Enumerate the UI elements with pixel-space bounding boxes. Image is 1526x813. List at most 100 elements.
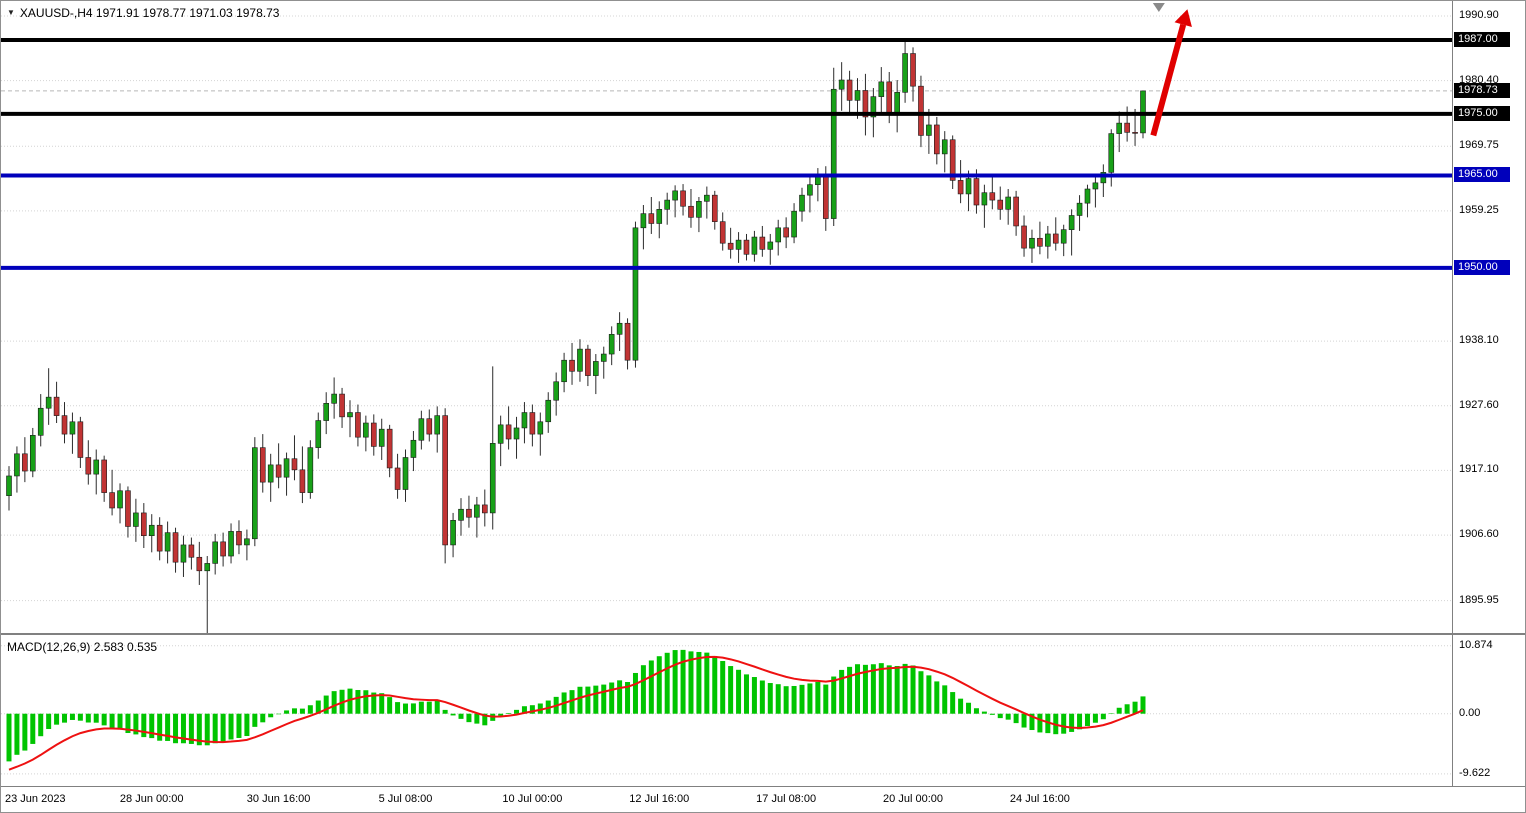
candle-body — [339, 393, 345, 418]
candle-body — [830, 88, 837, 219]
macd-bar — [1108, 713, 1114, 714]
price-axis-label: 1906.60 — [1459, 528, 1499, 541]
price-axis-label: 1969.75 — [1459, 139, 1499, 152]
macd-bar — [46, 713, 52, 729]
macd-bar — [815, 681, 821, 714]
candle-body — [315, 420, 322, 448]
macd-bar — [450, 713, 456, 716]
candle-body — [275, 464, 282, 478]
candle-body — [997, 199, 1004, 210]
time-axis[interactable]: 23 Jun 2023 28 Jun 00:00 30 Jun 16:00 5 Jul… — [1, 787, 1525, 812]
macd-bar — [680, 649, 686, 714]
candle-body — [212, 541, 218, 564]
candle-body — [902, 53, 908, 93]
macd-bar — [847, 666, 853, 714]
candle-body — [291, 458, 298, 471]
price-axis-label: 1990.90 — [1459, 8, 1499, 21]
trend-arrow[interactable] — [1150, 9, 1192, 137]
candle-body — [133, 512, 139, 527]
candle-body — [775, 227, 782, 243]
candle-body — [608, 334, 615, 355]
candle-body — [513, 427, 520, 440]
macd-bar — [466, 713, 472, 723]
price-axis-label: 1959.25 — [1459, 203, 1499, 216]
candle-body — [743, 239, 750, 255]
macd-bar — [958, 698, 964, 714]
macd-bar — [966, 702, 972, 714]
macd-chart[interactable] — [1, 635, 1452, 786]
macd-bar — [418, 701, 424, 714]
macd-bar — [617, 680, 623, 714]
candle-body — [569, 359, 575, 372]
macd-bar — [387, 697, 393, 714]
candle-body — [125, 490, 131, 527]
macd-bar — [1077, 713, 1083, 730]
macd-bar — [331, 691, 337, 714]
horizontal-level-lines[interactable] — [1, 37, 1452, 270]
macd-bar — [1061, 713, 1067, 734]
macd-bar — [577, 686, 583, 714]
macd-bar — [22, 713, 28, 751]
price-axis-label: 1938.10 — [1459, 334, 1499, 347]
macd-bar — [989, 713, 995, 715]
candle-body — [228, 531, 234, 557]
macd-bar — [1037, 713, 1043, 733]
macd-bar — [228, 713, 234, 740]
macd-bar — [244, 713, 250, 737]
candle-body — [236, 531, 242, 546]
macd-bar — [894, 665, 900, 714]
chart-shift-icon[interactable] — [1152, 3, 1165, 12]
macd-axis[interactable]: 10.874 0.00 -9.622 — [1452, 635, 1525, 786]
macd-bar — [252, 713, 258, 727]
candle-body — [1100, 172, 1107, 184]
candle-body — [22, 453, 28, 472]
candle-body — [220, 541, 226, 557]
pane-divider[interactable] — [1, 633, 1525, 635]
macd-bar — [69, 713, 75, 720]
axis-divider — [1, 786, 1525, 787]
macd-bar — [284, 710, 290, 714]
candle-body — [704, 194, 710, 202]
macd-bar — [315, 700, 321, 714]
candle-body — [196, 556, 203, 572]
macd-bar — [981, 711, 987, 714]
macd-bar — [117, 713, 123, 730]
candle-body — [981, 192, 988, 206]
candle-body — [918, 85, 924, 136]
macd-bar — [934, 681, 940, 714]
macd-bar — [355, 690, 361, 714]
candle-body — [1045, 233, 1051, 247]
macd-bar — [498, 713, 504, 716]
price-grid — [1, 15, 1452, 602]
candle-body — [1124, 122, 1130, 133]
main-chart[interactable] — [1, 1, 1452, 633]
macd-bar — [791, 685, 797, 714]
candle-body — [331, 393, 337, 404]
macd-axis-label: 10.874 — [1459, 638, 1493, 651]
macd-bar — [54, 713, 60, 725]
price-level-tag: 1965.00 — [1454, 167, 1510, 183]
macd-bar — [363, 690, 369, 714]
candle-body — [466, 508, 472, 518]
candle-body — [672, 190, 678, 201]
time-axis-label: 23 Jun 2023 — [5, 793, 66, 805]
macd-bar — [1045, 713, 1051, 734]
macd-bar — [268, 713, 274, 718]
macd-bar — [133, 713, 139, 735]
macd-bar — [1116, 707, 1122, 714]
candle-body — [799, 194, 805, 212]
macd-bar — [862, 664, 868, 714]
macd-bar — [521, 706, 527, 714]
candle-body — [505, 424, 512, 440]
candlestick-series — [6, 41, 1146, 633]
macd-bar — [601, 684, 607, 714]
candle-body — [164, 532, 171, 552]
macd-bar — [767, 683, 773, 714]
candle-body — [204, 563, 211, 572]
macd-bar — [188, 713, 194, 744]
price-axis[interactable]: 1990.90 1980.40 1969.75 1959.25 1938.10 1927.… — [1452, 1, 1525, 633]
candle-body — [85, 457, 92, 475]
macd-bar — [1069, 713, 1075, 732]
macd-bar — [728, 666, 734, 714]
candle-body — [252, 447, 258, 540]
